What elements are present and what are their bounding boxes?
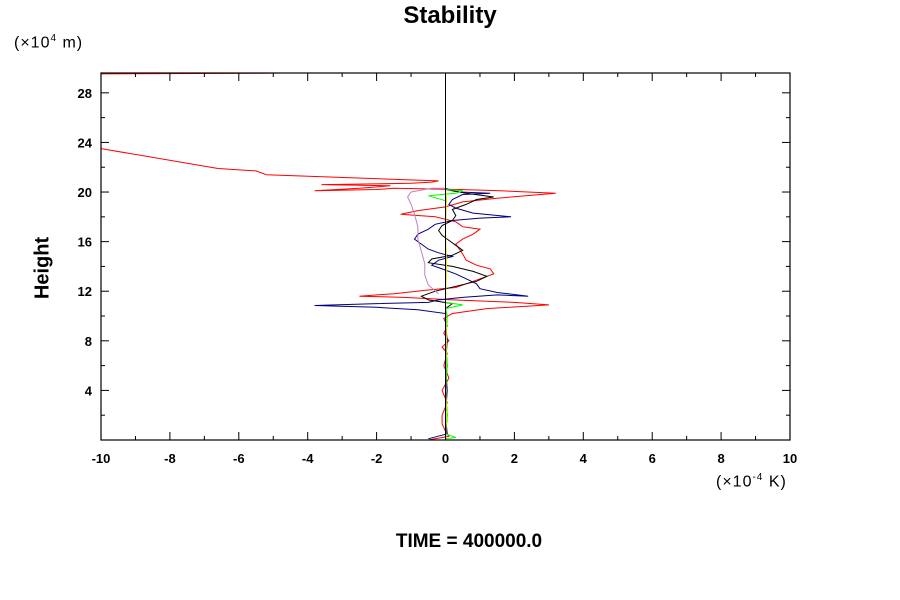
x-tick-label: -4 [302,451,314,466]
x-tick-label: 2 [511,451,518,466]
chart-title: Stability [403,2,497,29]
y-tick-label: 28 [78,86,92,101]
x-tick-label: -10 [92,451,111,466]
time-label: TIME = 400000.0 [395,531,543,552]
x-tick-label: 0 [442,451,449,466]
series-line-4 [407,187,446,295]
y-tick-label: 16 [78,235,92,250]
series-layer [101,73,556,440]
y-tick-label: 12 [78,284,92,299]
x-tick-label: 4 [580,451,588,466]
y-tick-label: 20 [78,185,92,200]
x-tick-label: -8 [164,451,176,466]
x-axis-unit: (×10-4 K) [716,472,787,491]
x-tick-label: -2 [371,451,383,466]
x-tick-label: 8 [717,451,724,466]
y-tick-label: 8 [85,334,92,349]
y-axis-unit: (×104 m) [14,33,84,52]
series-line-1 [101,148,556,440]
x-tick-label: 10 [783,451,797,466]
y-tick-label: 24 [78,135,93,150]
y-tick-label: 4 [85,383,93,398]
x-tick-label: 6 [649,451,656,466]
x-tick-label: -6 [233,451,245,466]
series-line-5 [428,189,463,440]
series-line-2 [314,189,529,440]
